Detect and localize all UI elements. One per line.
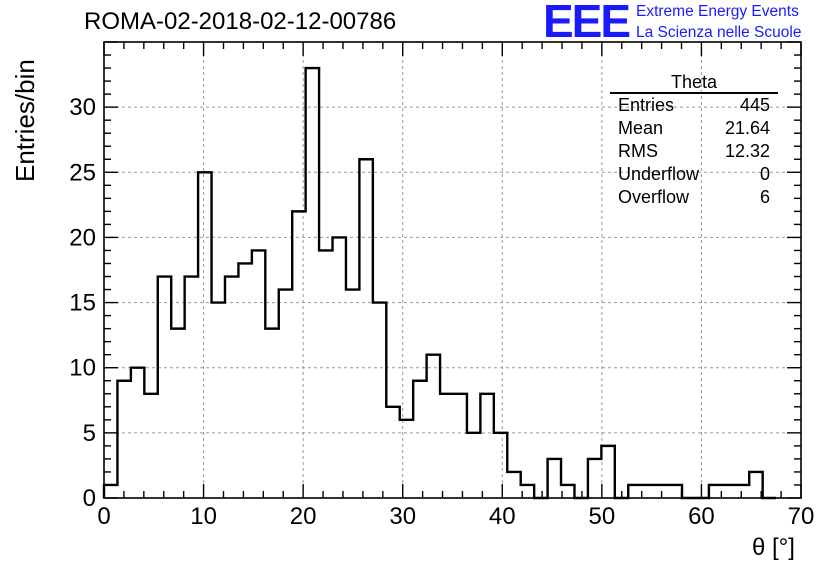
- stats-value: 6: [759, 187, 770, 207]
- histogram-bin: [507, 472, 520, 498]
- stats-label: RMS: [618, 141, 658, 161]
- y-tick-label: 10: [69, 355, 96, 382]
- histogram-bin: [400, 420, 413, 498]
- histogram-bin: [252, 250, 265, 498]
- histogram-bin: [722, 485, 735, 498]
- stats-value: 445: [739, 95, 770, 115]
- histogram-bin: [427, 355, 440, 498]
- stats-title: Theta: [610, 72, 778, 94]
- stats-row-entries: Entries 445: [610, 94, 778, 117]
- x-axis-label: θ [°]: [752, 534, 795, 561]
- histogram-bin: [736, 485, 749, 498]
- histogram-bin: [453, 394, 466, 498]
- stats-row-underflow: Underflow 0: [610, 163, 778, 186]
- x-tick-label: 0: [97, 503, 110, 530]
- logo-caption-line2: La Scienza nelle Scuole: [636, 24, 802, 41]
- histogram-bin: [306, 68, 319, 498]
- x-tick-label: 60: [688, 503, 715, 530]
- stats-row-overflow: Overflow 6: [610, 186, 778, 209]
- histogram-bin: [212, 303, 225, 498]
- stats-value: 0: [759, 164, 770, 184]
- histogram-bin: [601, 446, 614, 498]
- histogram-bin: [548, 459, 561, 498]
- x-tick-label: 30: [389, 503, 416, 530]
- histogram-bin: [642, 485, 655, 498]
- histogram-bin: [359, 159, 372, 498]
- stats-label: Underflow: [618, 164, 700, 184]
- histogram-bin: [144, 394, 157, 498]
- plot-frame: [103, 41, 802, 499]
- y-tick-label: 25: [69, 159, 96, 186]
- histogram-bin: [346, 290, 359, 498]
- histogram-bin: [319, 250, 332, 498]
- plot-border: [103, 41, 802, 499]
- logo-caption-line1: Extreme Energy Events: [636, 3, 799, 20]
- stats-value: 12.32: [724, 141, 770, 161]
- y-tick-label: 5: [83, 420, 96, 447]
- stats-value: 21.64: [724, 118, 770, 138]
- histogram-bin: [198, 172, 211, 498]
- y-tick-label: 0: [83, 485, 96, 512]
- x-tick-label: 10: [190, 503, 217, 530]
- chart-title: ROMA-02-2018-02-12-00786: [84, 8, 397, 35]
- histogram-bin: [158, 277, 171, 498]
- histogram-bin: [265, 329, 278, 498]
- histogram-bin: [709, 485, 722, 498]
- histogram-bin: [628, 485, 641, 498]
- x-tick-label: 20: [290, 503, 317, 530]
- y-tick-label: 15: [69, 290, 96, 317]
- histogram-bin: [279, 290, 292, 498]
- histogram-bin: [467, 433, 480, 498]
- stats-label: Entries: [618, 95, 675, 115]
- stats-row-rms: RMS 12.32: [610, 140, 778, 163]
- y-tick-label: 20: [69, 224, 96, 251]
- histogram-bin: [494, 433, 507, 498]
- histogram-bin: [561, 485, 574, 498]
- y-axis-label: Entries/bin: [10, 59, 40, 182]
- eee-logo: EEE: [543, 0, 631, 47]
- stats-label: Overflow: [618, 187, 690, 207]
- histogram-bin: [171, 329, 184, 498]
- y-tick-label: 30: [69, 94, 96, 121]
- histogram-steps: [102, 66, 777, 500]
- stats-label: Mean: [618, 118, 664, 138]
- histogram-bin: [386, 407, 399, 498]
- histogram-bin: [413, 381, 426, 498]
- histogram-outline: [102, 66, 777, 500]
- stats-box: Theta Entries 445 Mean 21.64 RMS 12.32 U…: [610, 72, 778, 209]
- histogram-bin: [440, 394, 453, 498]
- histogram-bin: [104, 485, 117, 498]
- histogram-bin: [588, 459, 601, 498]
- histogram-bin: [238, 263, 251, 498]
- histogram-bin: [225, 277, 238, 498]
- x-tick-label: 70: [788, 503, 815, 530]
- histogram-bin: [185, 277, 198, 498]
- x-tick-label: 40: [489, 503, 516, 530]
- histogram-bin: [480, 394, 493, 498]
- histogram-bin: [373, 303, 386, 498]
- histogram-bin: [117, 381, 130, 498]
- x-tick-label: 50: [589, 503, 616, 530]
- stats-row-mean: Mean 21.64: [610, 117, 778, 140]
- histogram-bin: [669, 485, 682, 498]
